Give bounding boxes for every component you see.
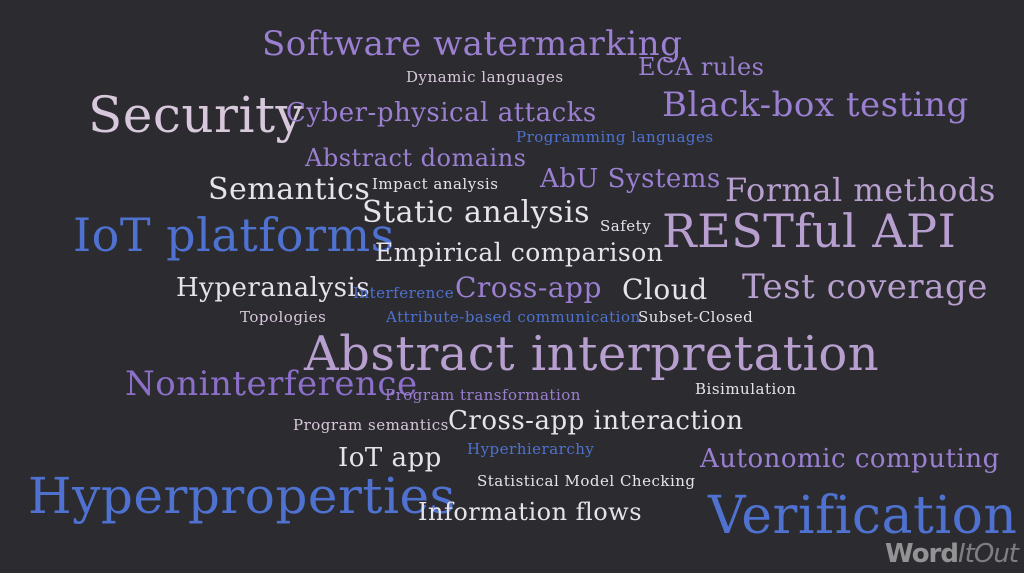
word-program-semantics: Program semantics bbox=[293, 416, 449, 434]
word-iot-platforms: IoT platforms bbox=[73, 208, 395, 262]
word-dynamic-languages: Dynamic languages bbox=[406, 68, 564, 86]
word-software-watermarking: Software watermarking bbox=[262, 24, 683, 64]
word-program-transformation: Program transformation bbox=[385, 386, 581, 404]
logo-secondary: ItOut bbox=[958, 539, 1019, 569]
word-abu-systems: AbU Systems bbox=[540, 164, 721, 194]
logo-primary: Word bbox=[884, 539, 959, 569]
word-restful-api: RESTful API bbox=[662, 204, 957, 258]
word-abstract-interpretation: Abstract interpretation bbox=[304, 326, 880, 382]
word-iot-app: IoT app bbox=[338, 443, 442, 473]
word-bisimulation: Bisimulation bbox=[695, 380, 797, 398]
wordle-logo: WordItOut bbox=[884, 539, 1019, 569]
word-interference: Interference bbox=[353, 284, 455, 302]
word-black-box-testing: Black-box testing bbox=[662, 85, 969, 125]
word-hyperanalysis: Hyperanalysis bbox=[176, 273, 371, 303]
word-test-coverage: Test coverage bbox=[742, 267, 988, 307]
word-semantics: Semantics bbox=[208, 172, 371, 207]
word-security: Security bbox=[88, 86, 305, 144]
word-hyperproperties: Hyperproperties bbox=[28, 467, 456, 525]
word-empirical-comparison: Empirical comparison bbox=[375, 238, 664, 267]
word-noninterference: Noninterference bbox=[125, 364, 418, 404]
word-safety: Safety bbox=[600, 217, 652, 235]
word-hyperhierarchy: Hyperhierarchy bbox=[467, 440, 595, 458]
word-information-flows: Information flows bbox=[418, 498, 643, 526]
word-eca-rules: ECA rules bbox=[638, 53, 765, 81]
word-verification: Verification bbox=[708, 486, 1018, 546]
word-programming-languages: Programming languages bbox=[516, 128, 714, 146]
word-autonomic-computing: Autonomic computing bbox=[700, 444, 1000, 474]
word-statistical-model-checking: Statistical Model Checking bbox=[477, 472, 696, 490]
word-abstract-domains: Abstract domains bbox=[305, 144, 527, 172]
word-cross-app: Cross-app bbox=[455, 271, 602, 304]
word-static-analysis: Static analysis bbox=[362, 195, 591, 230]
word-formal-methods: Formal methods bbox=[725, 171, 996, 209]
word-topologies: Topologies bbox=[240, 308, 327, 326]
word-cross-app-interaction: Cross-app interaction bbox=[448, 406, 744, 436]
word-cloud: Cloud bbox=[622, 273, 708, 306]
word-cyber-physical-attacks: Cyber-physical attacks bbox=[286, 98, 597, 128]
word-subset-closed: Subset-Closed bbox=[638, 308, 754, 326]
word-attribute-based-communication: Attribute-based communication bbox=[386, 308, 641, 326]
word-impact-analysis: Impact analysis bbox=[372, 175, 499, 193]
